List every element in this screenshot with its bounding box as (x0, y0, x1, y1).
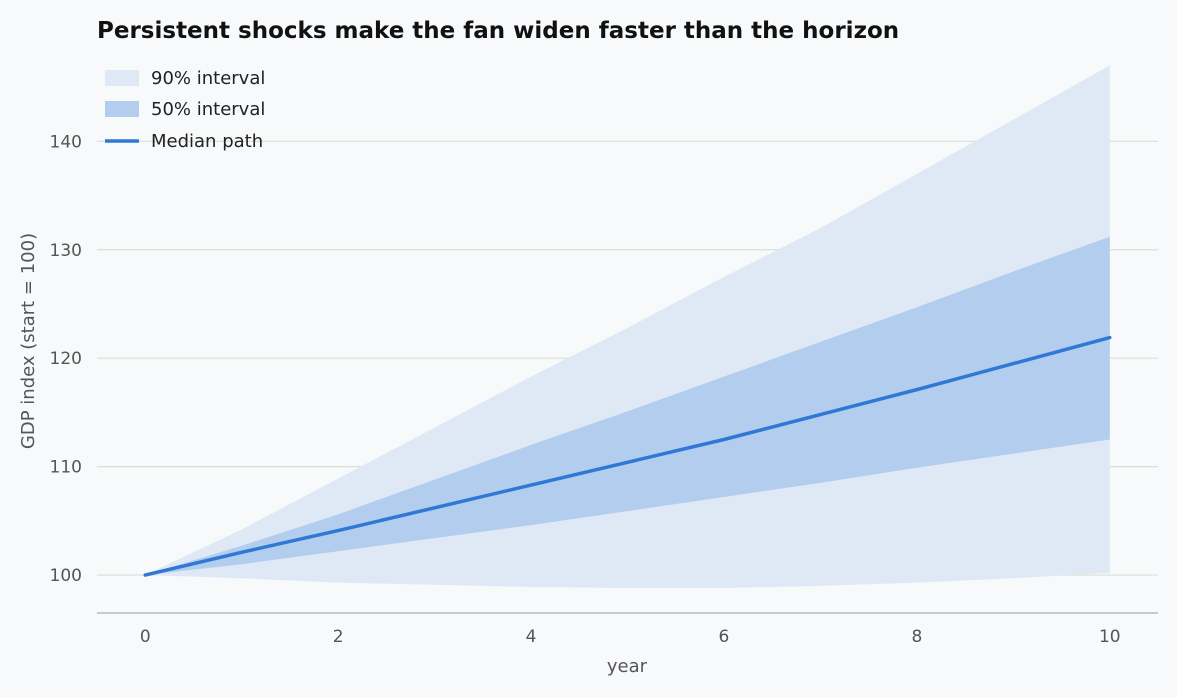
x-tick-label: 0 (140, 627, 151, 647)
chart-title: Persistent shocks make the fan widen fas… (97, 18, 899, 44)
band-50-interval (145, 236, 1110, 576)
legend-label: Median path (151, 131, 263, 152)
x-tick-label: 2 (333, 627, 344, 647)
x-tick-label: 6 (719, 627, 730, 647)
y-axis-label: GDP index (start = 100) (18, 233, 39, 449)
y-axis-ticks: 100 110 120 130 140 (50, 132, 82, 586)
x-tick-label: 4 (526, 627, 537, 647)
y-tick-label: 110 (50, 458, 82, 478)
x-axis-ticks: 0 2 4 6 8 10 (140, 627, 1121, 647)
band-layer (145, 65, 1110, 589)
y-tick-label: 140 (50, 132, 82, 152)
x-axis-label: year (607, 656, 648, 677)
legend: 90% interval 50% interval Median path (105, 68, 265, 152)
y-tick-label: 100 (50, 566, 82, 586)
x-tick-label: 10 (1099, 627, 1121, 647)
x-tick-label: 8 (911, 627, 922, 647)
median-path-line (143, 335, 1112, 577)
legend-swatch (105, 101, 139, 117)
y-tick-label: 120 (50, 349, 82, 369)
legend-swatch (105, 70, 139, 86)
y-tick-label: 130 (50, 241, 82, 261)
line-layer (143, 335, 1112, 577)
legend-label: 50% interval (151, 99, 265, 120)
legend-label: 90% interval (151, 68, 265, 89)
